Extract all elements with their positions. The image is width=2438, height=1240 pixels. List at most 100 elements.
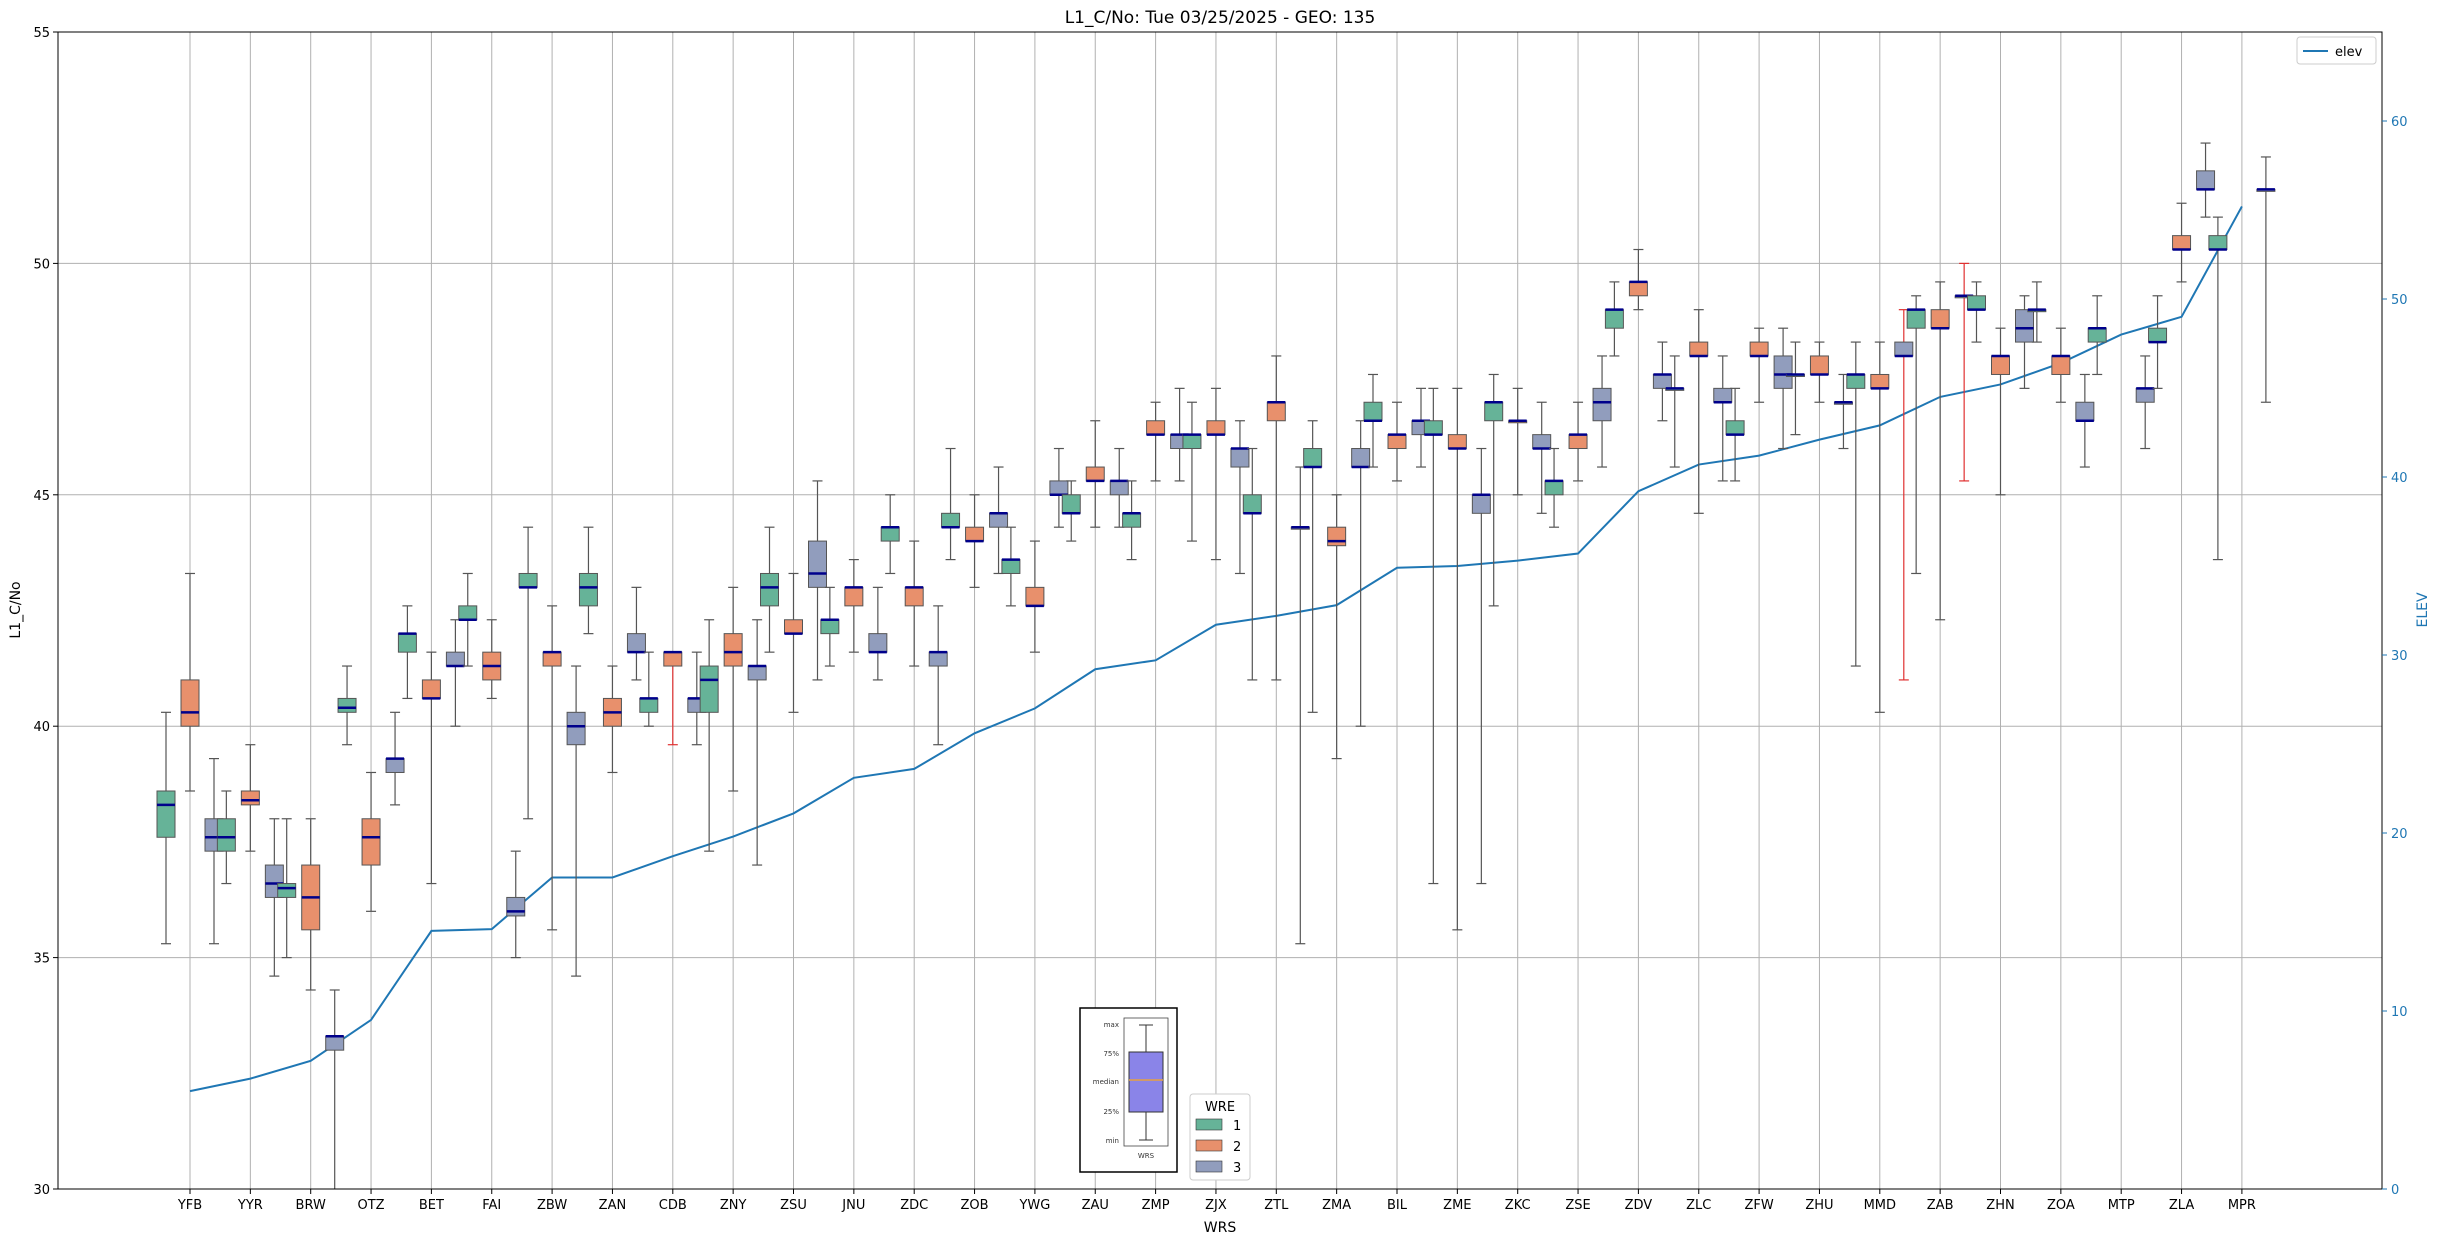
box-iqr [904, 586, 924, 607]
box-YWG-wre1 [1001, 526, 1021, 607]
box-iqr [1991, 355, 2010, 375]
box-iqr [325, 1035, 345, 1051]
box-iqr [1894, 341, 1914, 357]
box-ZHN-wre1 [1967, 281, 1986, 343]
x-tick-label: ZAB [1927, 1198, 1954, 1213]
box-JNU-wre2 [844, 558, 864, 653]
x-tick-label: JNU [841, 1198, 865, 1213]
box-iqr [518, 572, 538, 588]
elev-legend-label: elev [2335, 45, 2363, 60]
box-iqr [626, 633, 646, 653]
box-ZDV-wre3 [1652, 341, 1672, 422]
box-iqr [1484, 401, 1504, 422]
inset-label-max: max [1104, 1021, 1119, 1029]
box-MPR-wre1 [2208, 216, 2228, 561]
x-tick-label: ZTL [1264, 1198, 1289, 1213]
box-iqr [385, 758, 405, 773]
box-iqr [2172, 235, 2192, 251]
box-BRW-wre2 [301, 818, 321, 991]
x-tick-label: ZAN [599, 1198, 627, 1213]
box-ZOA-wre1 [2027, 281, 2047, 343]
inset-label-q3: 75% [1103, 1050, 1119, 1058]
box-BIL-wre1 [1363, 373, 1383, 468]
x-tick-label: ZKC [1505, 1198, 1531, 1213]
y-right-tick-label: 30 [2391, 649, 2408, 664]
box-iqr [723, 633, 743, 667]
box-iqr [1109, 480, 1129, 496]
x-tick-label: YFB [177, 1198, 202, 1213]
box-iqr [820, 619, 840, 635]
box-ZDV-wre1 [1604, 281, 1624, 357]
box-ZAN-wre3 [626, 586, 646, 681]
box-JNU-wre1 [820, 586, 840, 667]
x-tick-label: ZFW [1744, 1198, 1773, 1213]
box-iqr [1085, 466, 1105, 482]
x-tick-label: ZSE [1565, 1198, 1590, 1213]
x-tick-label: ZDV [1625, 1198, 1653, 1213]
box-iqr [542, 651, 562, 667]
box-iqr [760, 572, 779, 607]
box-ZHU-wre2 [1809, 341, 1829, 403]
box-iqr [458, 605, 478, 621]
y-tick-label: 30 [33, 1183, 50, 1198]
x-tick-label: OTZ [358, 1198, 385, 1213]
box-FAI-wre1 [458, 572, 478, 667]
box-BET-wre1 [397, 605, 417, 700]
box-ZBW-wre2 [542, 605, 562, 931]
x-tick-label: BET [419, 1198, 444, 1213]
box-iqr [421, 679, 441, 699]
box-ZFW-wre3 [1773, 327, 1793, 450]
box-iqr [2087, 327, 2107, 343]
wre-legend-label-3: 3 [1233, 1161, 1241, 1176]
box-iqr [2148, 327, 2168, 343]
box-ZLA-wre3 [2196, 142, 2216, 218]
boxplot-inset: max 75% median 25% min WRS [1079, 1007, 1178, 1173]
box-ZOB-wre1 [941, 447, 961, 561]
x-tick-label: ZME [1443, 1198, 1471, 1213]
y-right-tick-label: 10 [2391, 1005, 2408, 1020]
box-iqr [1447, 434, 1467, 450]
box-ZME-wre1 [1423, 387, 1443, 885]
box-iqr [578, 572, 598, 607]
x-axis-label: WRS [1204, 1220, 1237, 1236]
box-iqr [1182, 434, 1202, 450]
box-iqr [1568, 434, 1588, 450]
wre-legend-frame [1189, 1093, 1251, 1181]
x-tick-label: ZDC [900, 1198, 928, 1213]
box-ZME-wre2 [1447, 387, 1467, 931]
inset-label-q1: 25% [1103, 1108, 1119, 1116]
box-CDB-wre1 [639, 651, 659, 727]
box-OTZ-wre2 [361, 771, 381, 912]
box-iqr [1242, 494, 1262, 514]
box-iqr [1266, 401, 1286, 422]
box-iqr [1122, 512, 1142, 528]
x-tick-label: ZLA [2169, 1198, 2194, 1213]
box-YWG-wre2 [1025, 540, 1045, 653]
box-iqr [1303, 448, 1323, 468]
box-FAI-wre2 [482, 619, 502, 700]
box-MTP-wre3 [2135, 355, 2155, 450]
box-iqr [965, 526, 985, 542]
box-iqr [2075, 401, 2095, 422]
box-iqr [941, 512, 961, 528]
box-ZHU-wre1 [1785, 341, 1805, 436]
box-iqr [1725, 420, 1745, 436]
box-MMD-wre2 [1870, 341, 1890, 713]
box-iqr [663, 651, 683, 667]
box-ZJX-wre3 [1230, 420, 1250, 575]
box-iqr [397, 633, 417, 653]
box-ZHN-wre3 [2015, 295, 2034, 389]
box-ZJX-wre2 [1206, 387, 1226, 561]
box-ZFW-wre1 [1725, 387, 1745, 482]
elev-legend-frame [2296, 36, 2377, 65]
box-ZTL-wre3 [1290, 466, 1310, 945]
x-tick-label: ZLC [1686, 1198, 1711, 1213]
box-ZAN-wre1 [578, 526, 598, 635]
box-MPR-wre3 [2256, 156, 2276, 403]
box-YYR-wre2 [240, 744, 260, 852]
box-ZOA-wre2 [2051, 327, 2071, 403]
box-ZHN-wre2 [1991, 327, 2010, 496]
box-iqr [1061, 494, 1081, 514]
box-ZAB-wre2 [1930, 281, 1950, 621]
